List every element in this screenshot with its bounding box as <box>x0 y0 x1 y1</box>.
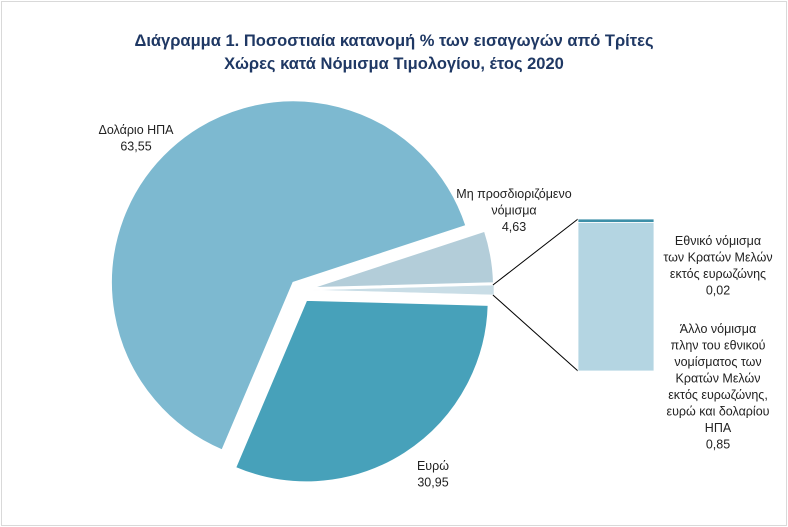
pie-slice-2 <box>234 299 490 483</box>
label-usd: Δολάριο ΗΠΑ 63,55 <box>98 123 174 154</box>
connector-line-top <box>492 218 579 286</box>
bar-segment-1 <box>577 222 655 372</box>
label-other-currency: Άλλο νόμισμα πλην του εθνικού νομίσματος τ… <box>667 322 770 452</box>
label-euro: Ευρώ 30,95 <box>417 459 449 490</box>
label-national-currency: Εθνικό νόμισμα των Κρατών Μελών εκτός ευρω… <box>663 234 772 298</box>
connector-line-bottom <box>492 294 579 372</box>
chart-title-line-1: Διάγραμμα 1. Ποσοστιαία κατανομή % των ε… <box>134 32 654 50</box>
pie-slice-1 <box>311 230 495 289</box>
pie-slice-other <box>311 284 495 296</box>
chart-title: Διάγραμμα 1. Ποσοστιαία κατανομή % των ε… <box>0 30 788 76</box>
label-unspecified: Μη προσδιοριζόμενο νόμισμα 4,63 <box>456 187 571 234</box>
bar-segment-0 <box>577 218 655 223</box>
pie-slice-0 <box>110 99 468 452</box>
chart-title-line-2: Χώρες κατά Νόμισμα Τιμολογίου, έτος 2020 <box>224 55 564 73</box>
